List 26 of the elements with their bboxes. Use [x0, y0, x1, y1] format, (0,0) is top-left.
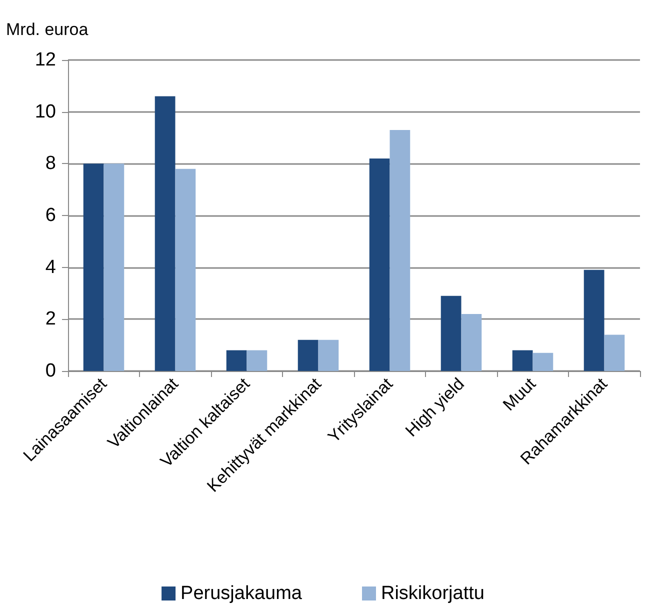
y-axis-title: Mrd. euroa — [6, 20, 89, 39]
bar — [83, 164, 104, 371]
bar — [584, 270, 604, 371]
bar — [104, 164, 124, 371]
legend-label: Perusjakauma — [180, 583, 302, 604]
bar — [369, 158, 390, 371]
bar — [298, 340, 318, 371]
y-tick-label: 0 — [45, 360, 56, 382]
bar — [246, 350, 268, 371]
y-tick-label: 6 — [45, 205, 56, 226]
y-tick-label: 4 — [45, 256, 56, 278]
y-tick-label: 12 — [34, 50, 56, 70]
bar — [226, 350, 247, 371]
bar — [604, 334, 625, 371]
bar — [318, 340, 339, 371]
y-tick-label: 2 — [45, 308, 56, 330]
bar — [390, 130, 410, 371]
y-tick-label: 10 — [34, 101, 56, 122]
legend-label: Riskikorjattu — [380, 583, 484, 604]
bar — [461, 314, 482, 371]
bar — [532, 352, 554, 371]
y-tick-label: 8 — [45, 153, 56, 174]
bar — [440, 296, 462, 371]
bar — [512, 350, 533, 371]
bar — [154, 96, 176, 371]
bar — [175, 168, 196, 371]
